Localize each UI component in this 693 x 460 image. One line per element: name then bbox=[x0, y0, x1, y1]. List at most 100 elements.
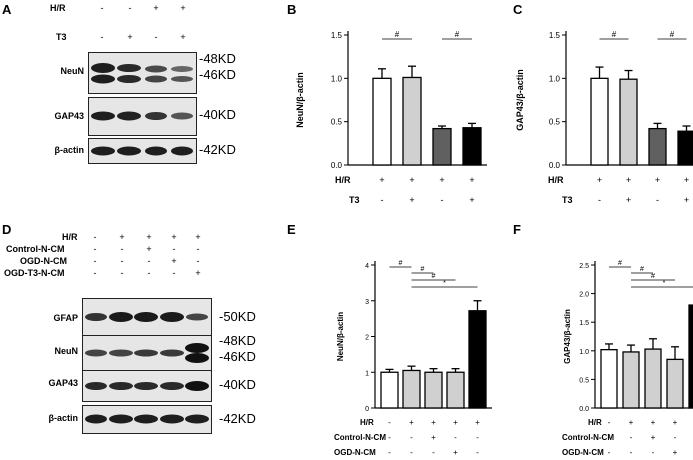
condition-sign: - bbox=[608, 418, 611, 427]
blot-d-sign: + bbox=[119, 232, 125, 242]
significance-mark: # bbox=[455, 30, 460, 39]
blot-d-sign: - bbox=[93, 232, 97, 242]
chart-e: 0 1 2 3 4 NeuN/β-actin # # # * H/R - + + + + Control-N-C… bbox=[334, 260, 492, 457]
blot-d-condition-label: OGD-T3-N-CM bbox=[4, 268, 65, 278]
significance-mark: # bbox=[670, 30, 675, 39]
condition-label: H/R bbox=[588, 418, 602, 427]
significance-mark: # bbox=[618, 260, 622, 267]
blot-a-condition-label: H/R bbox=[50, 3, 66, 13]
blot-a-kd-label: -40KD bbox=[199, 107, 236, 122]
blot-d-gap43-strip bbox=[82, 370, 212, 402]
blot-a-condition-label: T3 bbox=[56, 32, 67, 42]
bar bbox=[402, 369, 421, 409]
condition-sign: - bbox=[656, 195, 659, 205]
condition-sign: - bbox=[674, 433, 677, 442]
blot-d-sign: - bbox=[120, 244, 124, 254]
y-tick-label: 0.0 bbox=[579, 406, 589, 413]
y-axis-label: GAP43/β-actin bbox=[515, 69, 525, 131]
y-tick-label: 1 bbox=[365, 370, 369, 377]
significance-mark: # bbox=[612, 30, 617, 39]
blot-d-row-label: GFAP bbox=[53, 313, 78, 323]
condition-sign: - bbox=[388, 433, 391, 442]
condition-sign: + bbox=[684, 175, 689, 185]
condition-label: T3 bbox=[562, 195, 573, 205]
y-tick-label: 0.5 bbox=[579, 377, 589, 384]
condition-sign: + bbox=[469, 175, 474, 185]
condition-sign: + bbox=[431, 433, 436, 442]
bar bbox=[372, 77, 392, 166]
blot-d-kd-label: -42KD bbox=[219, 411, 256, 426]
chart-b: 0.0 0.5 1.0 1.5 NeuN/β-actin # # H/R + + + + T3 - + - + bbox=[295, 30, 487, 205]
condition-sign: + bbox=[626, 195, 631, 205]
blot-a-sign: + bbox=[153, 3, 159, 13]
blot-d-sign: - bbox=[196, 244, 200, 254]
blot-bands bbox=[85, 312, 208, 322]
condition-sign: + bbox=[655, 175, 660, 185]
blot-d-sign: - bbox=[147, 256, 151, 266]
condition-sign: - bbox=[388, 448, 391, 457]
y-tick-label: 2.0 bbox=[579, 292, 589, 299]
condition-sign: - bbox=[630, 448, 633, 457]
blot-a-neun-strip bbox=[88, 52, 197, 94]
condition-sign: + bbox=[379, 175, 384, 185]
condition-sign: - bbox=[476, 433, 479, 442]
condition-sign: + bbox=[431, 418, 436, 427]
bar bbox=[677, 130, 693, 166]
condition-label: H/R bbox=[335, 175, 351, 185]
condition-label: Control-N-CM bbox=[562, 433, 614, 442]
blot-a-sign: - bbox=[100, 32, 104, 42]
panel-label-a: A bbox=[2, 2, 12, 17]
significance-mark: # bbox=[640, 266, 644, 273]
condition-sign: + bbox=[651, 418, 656, 427]
condition-sign: - bbox=[454, 433, 457, 442]
condition-sign: - bbox=[410, 433, 413, 442]
blot-bands bbox=[91, 146, 193, 156]
blot-d-sign: + bbox=[171, 256, 177, 266]
significance-mark: # bbox=[432, 273, 436, 280]
y-axis-label: NeuN/β-actin bbox=[336, 312, 345, 361]
bar bbox=[622, 351, 640, 409]
blot-bands bbox=[91, 111, 193, 121]
blot-a-row-label: β-actin bbox=[54, 145, 85, 155]
blot-d-sign: + bbox=[171, 232, 177, 242]
condition-label: Control-N-CM bbox=[334, 433, 386, 442]
condition-sign: + bbox=[626, 175, 631, 185]
y-tick-label: 2 bbox=[365, 335, 369, 342]
bar bbox=[462, 127, 482, 166]
bar bbox=[666, 358, 684, 409]
condition-label: OGD-N-CM bbox=[334, 448, 376, 457]
blot-d-sign: + bbox=[146, 232, 152, 242]
blot-a-gap43-strip bbox=[88, 97, 197, 136]
bar bbox=[600, 349, 618, 409]
blot-d-sign: - bbox=[196, 256, 200, 266]
y-tick-label: 0.0 bbox=[549, 161, 561, 170]
bar bbox=[688, 304, 693, 409]
blot-d-condition-label: OGD-N-CM bbox=[20, 256, 67, 266]
y-tick-label: 0.5 bbox=[549, 118, 561, 127]
blot-a-sign: + bbox=[180, 3, 186, 13]
condition-sign: + bbox=[673, 448, 678, 457]
condition-sign: - bbox=[630, 433, 633, 442]
bar bbox=[468, 310, 487, 409]
y-tick-label: 0.0 bbox=[331, 161, 343, 170]
condition-sign: + bbox=[409, 418, 414, 427]
y-tick-label: 4 bbox=[365, 263, 369, 270]
condition-sign: + bbox=[673, 418, 678, 427]
blot-d-row-label: β-actin bbox=[48, 413, 79, 423]
blot-bands bbox=[85, 381, 209, 391]
blot-d-sign: + bbox=[146, 244, 152, 254]
blot-d-neun-strip bbox=[82, 335, 212, 371]
blot-a-sign: + bbox=[127, 32, 133, 42]
blot-a-kd-label: -42KD bbox=[199, 142, 236, 157]
blot-d-row-label: NeuN bbox=[54, 346, 78, 356]
condition-label: T3 bbox=[349, 195, 360, 205]
blot-a-kd-label: -46KD bbox=[199, 67, 236, 82]
condition-sign: - bbox=[598, 195, 601, 205]
blot-d-kd-label: -48KD bbox=[219, 333, 256, 348]
bar bbox=[619, 78, 638, 166]
blot-d-sign: - bbox=[93, 268, 97, 278]
blot-a-actin-strip bbox=[88, 138, 197, 164]
condition-label: H/R bbox=[360, 418, 374, 427]
significance-mark: # bbox=[399, 260, 403, 267]
blot-d-sign: + bbox=[195, 268, 201, 278]
